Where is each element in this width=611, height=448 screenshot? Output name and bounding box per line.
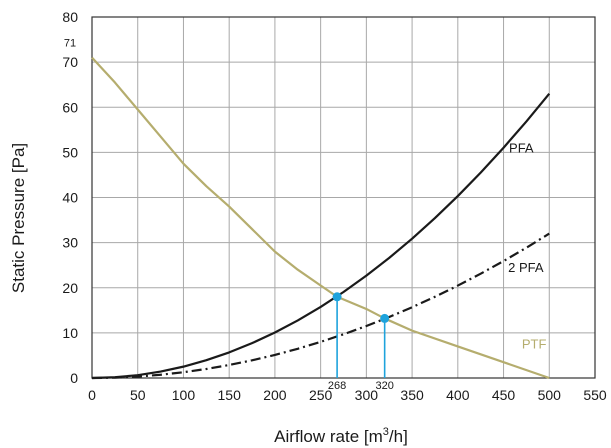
x-axis-title-sup: 3	[383, 426, 389, 438]
plot-frame	[91, 16, 596, 379]
y-tick-label: 30	[62, 235, 78, 251]
tick-labels: 0 50 100 150 200 250 300 350 400 450 500 550 0 10 20 30…	[62, 9, 606, 403]
y-tick-label: 70	[62, 54, 78, 70]
curve-annotation: 2 PFA	[508, 260, 544, 275]
operating-point-label: 320	[375, 380, 393, 392]
y-tick-label: 80	[62, 9, 78, 25]
x-tick-label: 100	[172, 387, 196, 403]
x-tick-label: 500	[538, 387, 562, 403]
operating-point-label: 268	[328, 380, 346, 392]
grid	[91, 16, 596, 379]
series-line-ptf	[91, 56, 550, 380]
x-tick-label: 200	[263, 387, 287, 403]
series-line-pfa	[91, 93, 551, 380]
x-tick-label: 150	[218, 387, 242, 403]
x-tick-label: 250	[309, 387, 333, 403]
x-tick-label: 350	[400, 387, 424, 403]
x-tick-label: 50	[130, 387, 146, 403]
curve-annotation: PFA	[509, 140, 534, 155]
operating-point-marker	[332, 292, 342, 302]
y-tick-label: 60	[62, 99, 78, 115]
y-tick-label: 0	[70, 370, 78, 386]
x-tick-label: 400	[446, 387, 470, 403]
curve-annotation: PTF	[522, 337, 547, 352]
y-tick-label: 20	[62, 280, 78, 296]
x-axis-title: Airflow rate [m3/h]	[274, 426, 408, 446]
x-axis-title-main: Airflow rate [m	[274, 427, 383, 446]
series-layer	[91, 56, 551, 380]
operating-points: 268 320	[328, 292, 394, 392]
x-tick-label: 550	[583, 387, 607, 403]
x-tick-label: 300	[355, 387, 379, 403]
x-axis-title-end: /h]	[389, 427, 408, 446]
x-tick-label: 450	[492, 387, 516, 403]
y-tick-label: 50	[62, 144, 78, 160]
operating-point-marker	[380, 313, 390, 323]
y-tick-label: 40	[62, 190, 78, 206]
y-axis-title: Static Pressure [Pa]	[9, 143, 28, 293]
y-tick-label: 10	[62, 325, 78, 341]
annotations: PFA 2 PFA PTF 71	[64, 38, 547, 352]
curve-annotation: 71	[64, 38, 76, 50]
x-tick-label: 0	[88, 387, 96, 403]
